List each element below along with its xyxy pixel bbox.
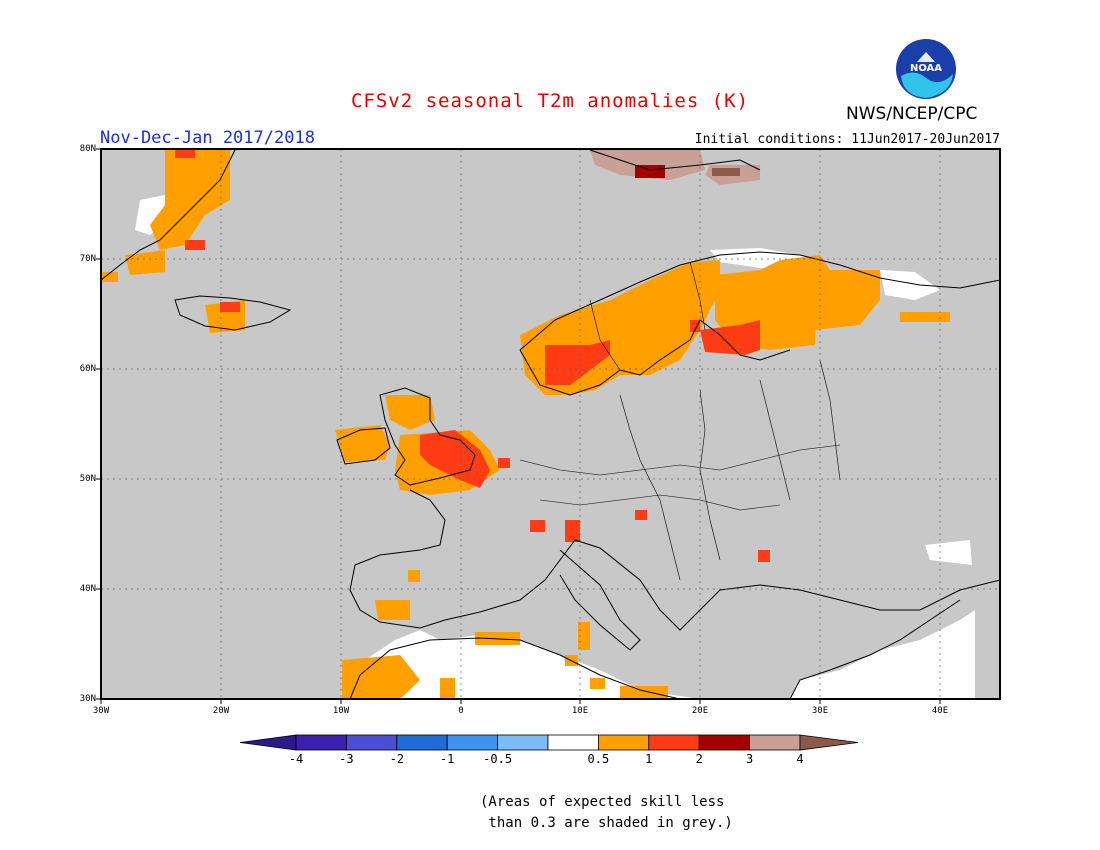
colorbar-swatch: [396, 734, 448, 751]
lat-label: 40N: [79, 584, 96, 594]
colorbar-swatch: [497, 734, 549, 751]
colorbar-swatch: [698, 734, 751, 751]
colorbar-label: 3: [745, 752, 754, 766]
skill-note: (Areas of expected skill less than 0.3 a…: [480, 792, 733, 834]
lat-label: 30N: [79, 694, 96, 704]
colorbar-label: -3: [339, 752, 354, 766]
graticule: [101, 149, 1000, 699]
lat-label: 60N: [79, 364, 96, 374]
anomaly-map: [96, 148, 1001, 704]
colorbar-swatch: [446, 734, 499, 751]
lon-label: 20E: [691, 706, 709, 716]
strong-warm-anomaly-regions: [175, 150, 770, 562]
lon-label: 30W: [92, 706, 110, 716]
colorbar-label: 2: [695, 752, 703, 766]
colorbar-swatch: [749, 734, 801, 751]
colorbar-high-triangle: [799, 734, 859, 751]
skill-note-line2: than 0.3 are shaded in grey.): [480, 815, 733, 831]
colorbar-swatch: [598, 734, 650, 751]
initial-conditions: Initial conditions: 11Jun2017-20Jun2017: [694, 132, 1000, 147]
colorbar-label: 0.5: [587, 752, 610, 766]
colorbar-swatch: [345, 734, 398, 751]
colorbar-swatch: [295, 734, 347, 751]
colorbar-swatch: [547, 734, 599, 751]
colorbar-low-triangle: [239, 734, 297, 751]
organization-label: NWS/NCEP/CPC: [846, 104, 978, 124]
near-normal-regions: [135, 195, 975, 699]
colorbar-label: 4: [796, 752, 804, 766]
lon-label: 10W: [332, 706, 350, 716]
lon-label: 40E: [931, 706, 949, 716]
colorbar-label: 1: [645, 752, 653, 766]
lon-label: 10E: [571, 706, 589, 716]
lon-label: 30E: [811, 706, 829, 716]
colorbar-label: -4: [288, 752, 304, 766]
lon-label: 20W: [212, 706, 230, 716]
chart-title: CFSv2 seasonal T2m anomalies (K): [350, 90, 750, 112]
forecast-period: Nov-Dec-Jan 2017/2018: [100, 128, 315, 148]
colorbar-swatch: [648, 734, 700, 751]
colorbar-label: -0.5: [483, 752, 513, 766]
skill-note-line1: (Areas of expected skill less: [480, 794, 725, 810]
coastlines: [100, 149, 1001, 700]
lat-label: 50N: [79, 474, 96, 484]
map-background: [101, 149, 1000, 699]
lon-label: 0: [458, 706, 464, 716]
colorbar-label: -2: [389, 752, 405, 766]
colorbar-label: -1: [439, 752, 455, 766]
lat-label: 70N: [79, 254, 96, 264]
extreme-warm-anomaly-regions: [590, 150, 760, 185]
noaa-logo: NOAA: [896, 39, 956, 99]
lat-label: 80N: [79, 144, 96, 154]
map-frame: [100, 148, 1001, 700]
logo-text: NOAA: [910, 63, 942, 74]
